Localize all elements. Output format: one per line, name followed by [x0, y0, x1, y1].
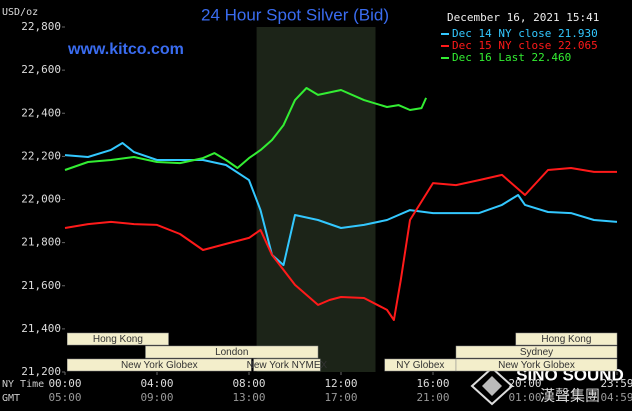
x-tick-label: 23:59	[600, 377, 632, 390]
session-bar	[253, 358, 321, 372]
session-label: Sydney	[520, 347, 553, 358]
session-label: Hong Kong	[541, 334, 591, 345]
timestamp: December 16, 2021 15:41	[447, 11, 599, 24]
session-label: New York Globex	[498, 360, 575, 371]
watermark-logo	[482, 376, 502, 396]
session-bar	[67, 332, 169, 346]
y-tick-label: 21,600	[21, 279, 61, 292]
x-tick-label: 04:00	[140, 377, 173, 390]
x-tick-label: 08:00	[232, 377, 265, 390]
x-tick-label-gmt: 04:59	[600, 391, 632, 404]
y-tick-label: 22,000	[21, 193, 61, 206]
x-row-label: GMT	[2, 393, 20, 404]
session-bar	[515, 332, 618, 346]
y-tick-label: 21,400	[21, 322, 61, 335]
watermark: 漢聲集團	[540, 387, 600, 405]
chart-title: 24 Hour Spot Silver (Bid)	[201, 5, 389, 24]
y-tick-label: 22,400	[21, 106, 61, 119]
y-tick-label: 22,800	[21, 20, 61, 33]
x-tick-label: 20:00	[508, 377, 541, 390]
x-tick-label-gmt: 01:00	[508, 391, 541, 404]
session-bar	[67, 358, 252, 372]
y-tick-label: 21,800	[21, 236, 61, 249]
legend-label: Dec 16 Last 22.460	[452, 51, 571, 64]
y-unit: USD/oz	[2, 7, 38, 18]
shade	[256, 27, 376, 372]
x-tick-label: 00:00	[48, 377, 81, 390]
legend-label: Dec 14 NY close 21.930	[452, 27, 598, 40]
x-tick-label: 12:00	[324, 377, 357, 390]
x-tick-label: 16:00	[416, 377, 449, 390]
session-bar	[455, 358, 618, 372]
x-tick-label-gmt: 21:00	[416, 391, 449, 404]
session-bar	[455, 345, 618, 359]
legend-label: Dec 15 NY close 22.065	[452, 39, 598, 52]
session-label: London	[215, 347, 248, 358]
session-label: New York NYMEX	[247, 360, 328, 371]
x-tick-label-gmt: 13:00	[232, 391, 265, 404]
series-line	[64, 142, 618, 267]
x-tick-label-gmt: 05:00	[48, 391, 81, 404]
x-row-label: NY Time	[2, 379, 44, 390]
session-label: New York Globex	[121, 360, 198, 371]
y-tick-label: 22,600	[21, 63, 61, 76]
session-bar	[145, 345, 319, 359]
session-label: Hong Kong	[93, 334, 143, 345]
y-tick-label: 21,200	[21, 365, 61, 378]
series-line	[64, 167, 617, 321]
x-tick-label-gmt: 09:00	[140, 391, 173, 404]
x-tick-label-gmt: 17:00	[324, 391, 357, 404]
y-tick-label: 22,200	[21, 149, 61, 162]
series-line	[64, 87, 428, 171]
source: www.kitco.com	[67, 41, 184, 58]
watermark-logo	[470, 366, 514, 406]
session-label: NY Globex	[396, 360, 444, 371]
